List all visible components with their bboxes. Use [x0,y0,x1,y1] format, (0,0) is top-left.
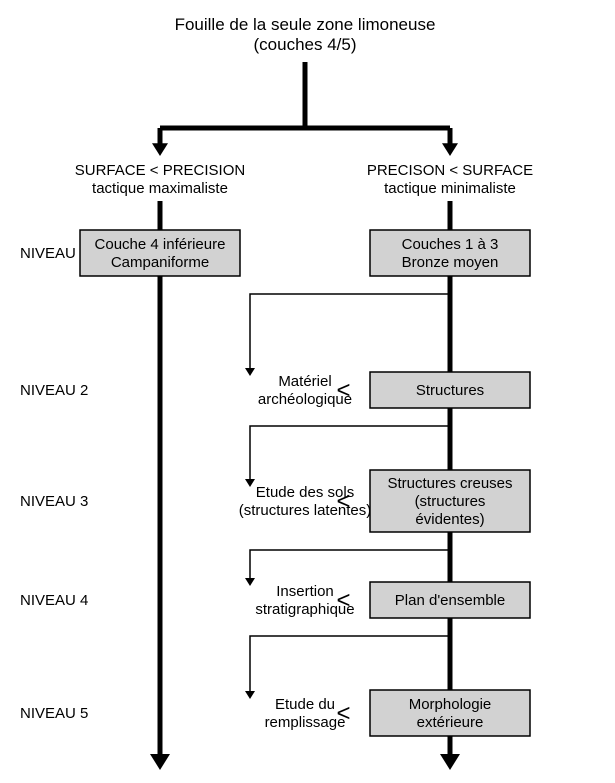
n3-label: NIVEAU 3 [20,493,88,510]
n4-lt: < [336,587,350,614]
n3-lt: < [336,488,350,515]
arrow-head [152,143,168,156]
n1-right-box-text: Bronze moyen [402,254,499,271]
n5-side-1: remplissage [265,714,346,731]
arrow-head [245,578,255,586]
n4-box-text: Plan d'ensemble [395,592,505,609]
n5-elbow [250,636,450,693]
n3-box-text: (structures [415,493,486,510]
branch-right-2: tactique minimaliste [384,180,516,197]
branch-left-1: SURFACE < PRECISION [75,162,245,179]
branch-right-1: PRECISON < SURFACE [367,162,533,179]
arrow-head [245,368,255,376]
n5-label: NIVEAU 5 [20,705,88,722]
n4-side-0: Insertion [276,583,334,600]
arrow-head [245,479,255,487]
branch-left-2: tactique maximaliste [92,180,228,197]
n2-lt: < [336,377,350,404]
n5-lt: < [336,700,350,727]
n2-side-0: Matériel [278,373,331,390]
arrow-head [245,691,255,699]
n1-right-box-text: Couches 1 à 3 [402,236,499,253]
arrow-head [150,754,170,770]
n4-elbow [250,550,450,580]
n4-label: NIVEAU 4 [20,592,88,609]
level-1-label: NIVEAU 1 [20,245,88,262]
n1-left-box-text: Couche 4 inférieure [95,236,226,253]
n2-label: NIVEAU 2 [20,382,88,399]
n3-box-text: évidentes) [415,511,484,528]
n2-elbow [250,294,450,370]
arrow-head [440,754,460,770]
n2-box-text: Structures [416,382,484,399]
n5-side-0: Etude du [275,696,335,713]
title-line2: (couches 4/5) [254,35,357,54]
n3-side-1: (structures latentes) [239,502,372,519]
n3-box-text: Structures creuses [387,475,512,492]
n5-box-text: Morphologie [409,696,492,713]
title-line1: Fouille de la seule zone limoneuse [175,15,436,34]
arrow-head [442,143,458,156]
n1-left-box-text: Campaniforme [111,254,209,271]
n5-box-text: extérieure [417,714,484,731]
